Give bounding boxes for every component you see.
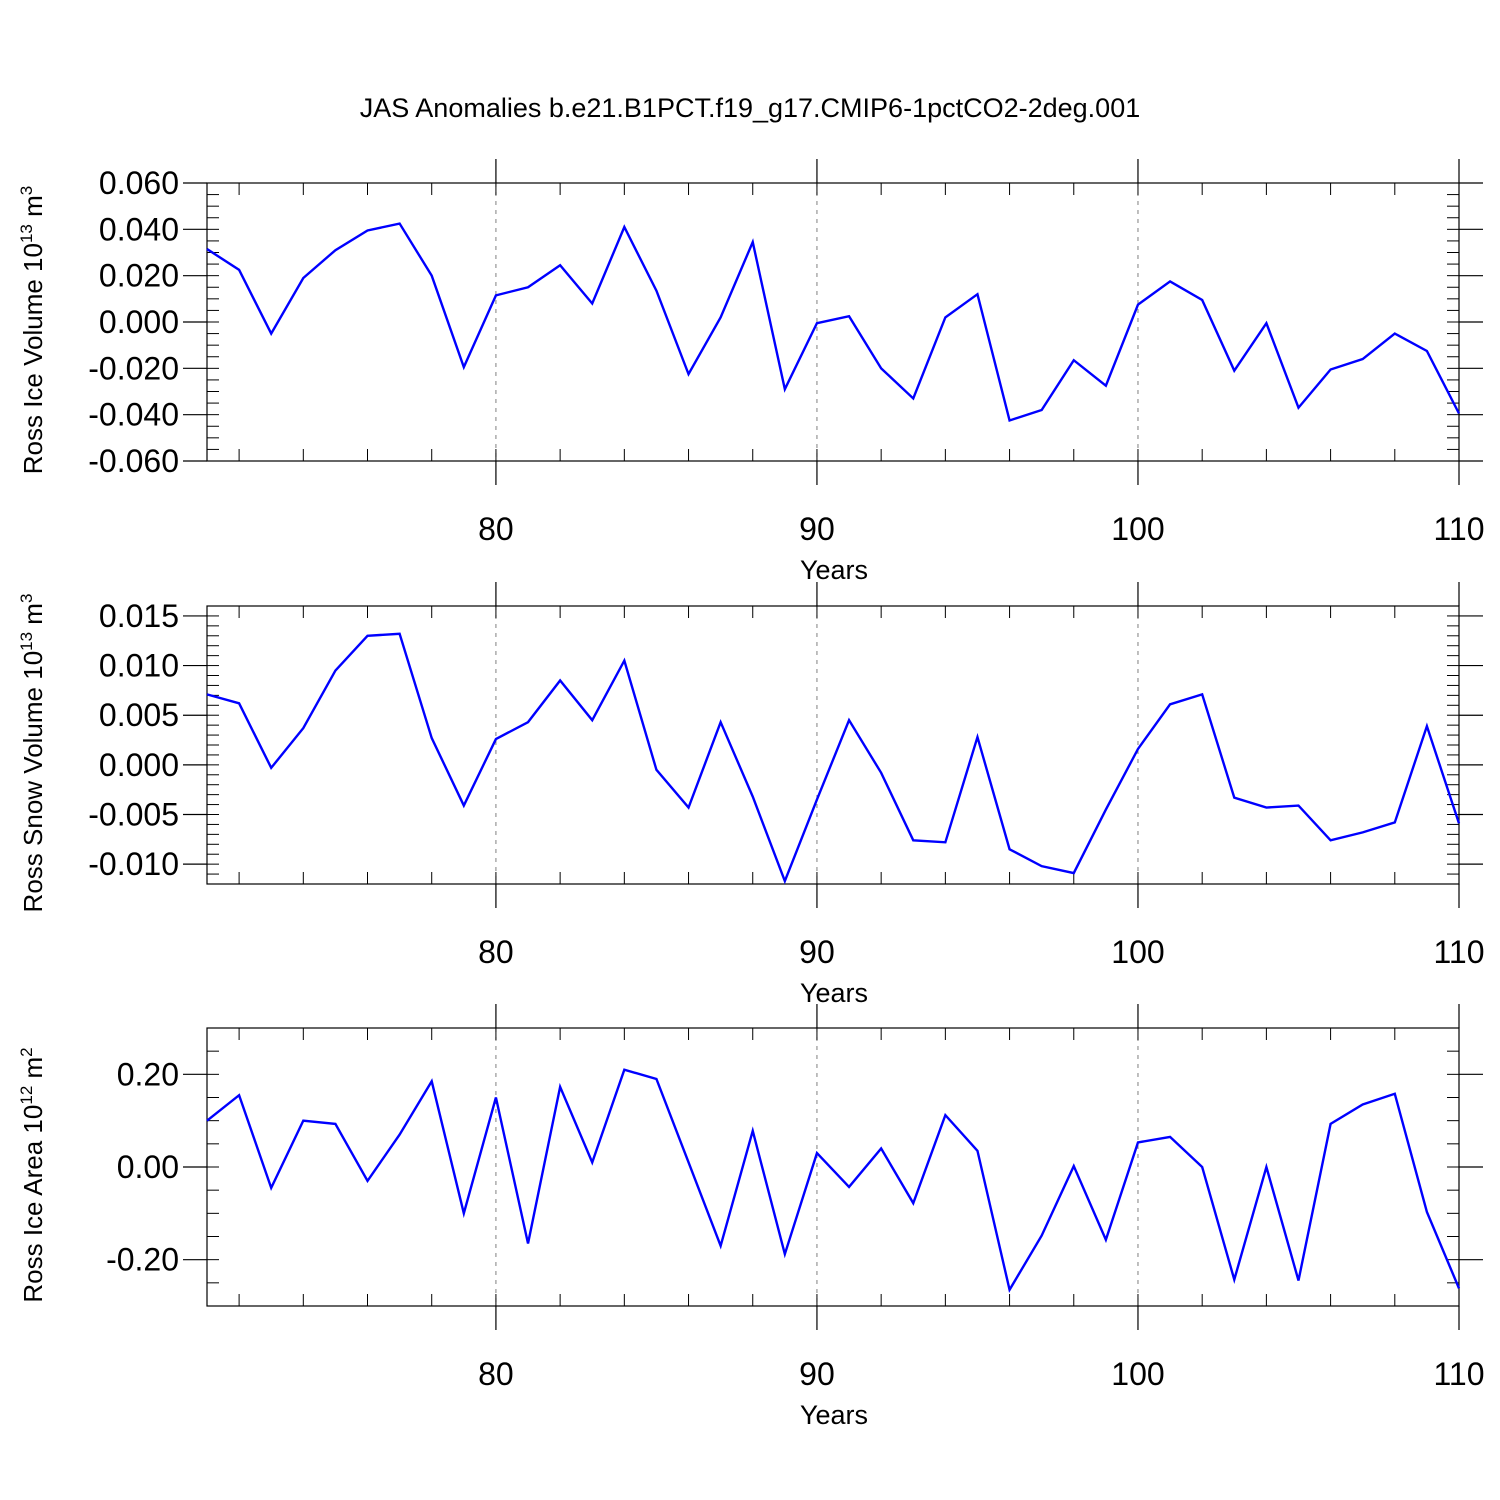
data-series-line	[206, 222, 1461, 422]
y-axis-title-unit: m	[18, 195, 48, 224]
x-tick-label: 110	[1433, 1356, 1484, 1392]
y-axis-title-unit-exponent: 3	[17, 186, 36, 195]
x-tick-label: 100	[1111, 511, 1164, 547]
y-axis-title-exponent: 13	[17, 632, 36, 651]
plot-frame	[206, 1027, 1460, 1307]
y-axis-title: Ross Ice Volume 1013 m3	[17, 186, 48, 475]
y-tick-label: -0.040	[88, 397, 179, 433]
y-tick-label: 0.010	[99, 648, 179, 684]
y-axis-title-exponent: 13	[17, 224, 36, 243]
x-tick-label: 110	[1433, 934, 1484, 970]
x-tick-label: 90	[799, 1356, 835, 1392]
y-axis-title-unit-exponent: 2	[17, 1047, 36, 1056]
y-tick-label: 0.015	[99, 598, 179, 634]
x-axis-title: Years	[800, 555, 868, 585]
x-tick-label: 80	[478, 1356, 514, 1392]
figure-title: JAS Anomalies b.e21.B1PCT.f19_g17.CMIP6-…	[359, 93, 1141, 123]
y-tick-label: 0.005	[99, 697, 179, 733]
x-tick-label: 100	[1111, 1356, 1164, 1392]
y-tick-label: 0.040	[99, 211, 179, 247]
y-tick-label: 0.20	[117, 1056, 179, 1092]
y-tick-label: -0.005	[88, 797, 179, 833]
x-tick-label: 90	[799, 511, 835, 547]
x-tick-label: 80	[478, 511, 514, 547]
y-axis-title-text: Ross Ice Area 10	[18, 1105, 48, 1303]
y-tick-label: 0.00	[117, 1149, 179, 1185]
y-tick-label: -0.20	[106, 1242, 179, 1278]
x-tick-label: 90	[799, 934, 835, 970]
y-axis-title-unit: m	[18, 1057, 48, 1086]
x-tick-label: 100	[1111, 934, 1164, 970]
y-tick-label: 0.000	[99, 304, 179, 340]
chart-panel-3: -0.20 0.00 0.20 80 90 100 110 Years Ross Ice Are…	[17, 1004, 1485, 1430]
y-tick-label: 0.020	[99, 258, 179, 294]
y-axis-title-exponent: 12	[17, 1086, 36, 1105]
y-axis-title-unit: m	[18, 603, 48, 632]
y-axis-title-text: Ross Snow Volume 10	[18, 651, 48, 913]
y-tick-label: 0.000	[99, 747, 179, 783]
data-series-line	[206, 1068, 1461, 1293]
y-axis-title: Ross Snow Volume 1013 m3	[17, 594, 48, 913]
x-tick-label: 80	[478, 934, 514, 970]
y-tick-label: -0.060	[88, 443, 179, 479]
x-axis-title: Years	[800, 978, 868, 1008]
chart-panel-2: -0.010 -0.005 0.000 0.005 0.010 0.015 80 90 100 1…	[17, 582, 1485, 1008]
plot-frame	[206, 605, 1460, 885]
y-tick-label: 0.060	[99, 165, 179, 201]
data-series-line	[206, 632, 1461, 885]
y-tick-label: -0.010	[88, 846, 179, 882]
y-axis-title-text: Ross Ice Volume 10	[18, 243, 48, 474]
y-axis-title: Ross Ice Area 1012 m2	[17, 1047, 48, 1302]
x-axis-title: Years	[800, 1400, 868, 1430]
x-tick-label: 110	[1433, 511, 1484, 547]
y-tick-label: -0.020	[88, 350, 179, 386]
y-axis-title-unit-exponent: 3	[17, 594, 36, 603]
chart-panel-1: -0.060 -0.040 -0.020 0.000 0.020 0.040 0.060 80…	[17, 159, 1485, 585]
